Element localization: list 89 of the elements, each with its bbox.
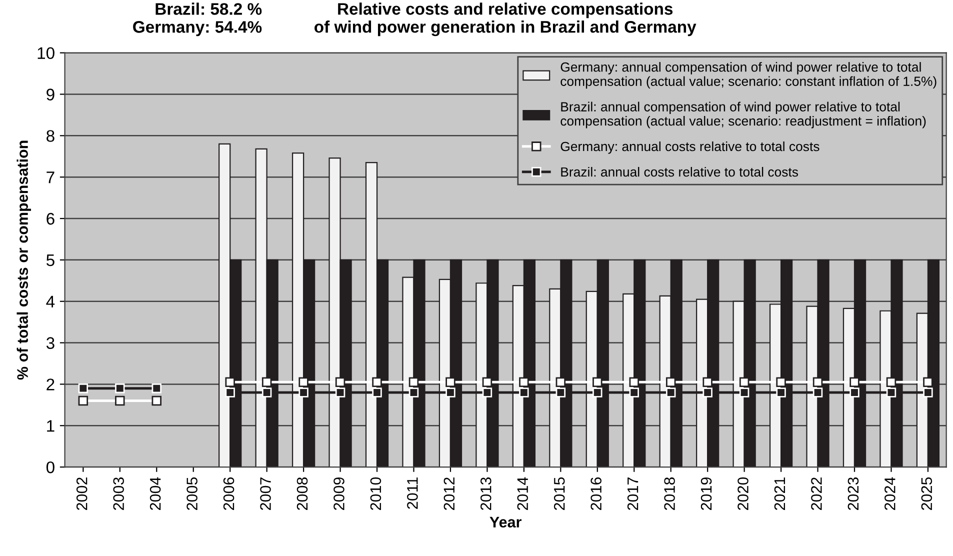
point [556, 388, 566, 398]
x-tick-label: 2022 [811, 478, 822, 510]
x-tick-label: 2011 [407, 478, 418, 509]
y-tick-label: 10 [38, 47, 54, 60]
point [629, 377, 639, 387]
x-axis-title: Year [490, 516, 522, 528]
y-tick-label: 3 [46, 337, 54, 349]
point [335, 377, 346, 387]
point [739, 388, 750, 398]
point [776, 388, 786, 398]
point [592, 377, 602, 387]
point [556, 377, 566, 387]
point [298, 377, 308, 387]
point [482, 377, 492, 387]
point [408, 388, 419, 398]
x-tick-label: 2007 [260, 478, 271, 510]
x-tick-label: 2009 [334, 477, 344, 510]
point [372, 388, 382, 398]
point [519, 377, 529, 387]
text: Brazil: 58.2 % Germany: 54.4% [133, 2, 262, 36]
point [225, 377, 235, 387]
y-tick-label: 4 [46, 296, 55, 308]
point [78, 396, 88, 406]
x-tick-label: 2004 [150, 477, 161, 510]
x-tick-label: 2024 [884, 477, 896, 510]
point [115, 383, 125, 394]
point [850, 388, 860, 398]
y-tick-label: 8 [46, 130, 54, 142]
y-tick-label: 0 [46, 461, 54, 474]
x-tick-label: 2013 [480, 477, 492, 510]
y-tick-label: 9 [46, 88, 54, 100]
point [850, 377, 860, 387]
point [446, 388, 456, 398]
chart-title: Relative costs and relative compensations of wind power generation in Brazil and Germany [314, 2, 696, 36]
point [372, 377, 382, 387]
legend-label: Germany: annual costs relative to total costs [560, 141, 820, 154]
x-tick-label: 2025 [921, 477, 932, 510]
point [225, 388, 235, 398]
x-tick-label: 2021 [774, 478, 786, 510]
point [262, 388, 272, 398]
point [739, 377, 750, 387]
point [812, 377, 823, 387]
x-tick-label: 2019 [700, 477, 712, 510]
x-tick-label: 2005 [186, 477, 198, 510]
point [702, 377, 712, 387]
x-tick-label: 2015 [554, 477, 565, 510]
y-axis-title: % of total costs or compensation [16, 140, 31, 380]
x-tick-label: 2020 [738, 477, 748, 510]
x-tick-label: 2010 [370, 477, 382, 510]
y-tick-label: 5 [46, 254, 54, 266]
point [666, 377, 676, 387]
point [666, 388, 676, 398]
point [923, 388, 933, 398]
point [78, 383, 88, 394]
x-tick-label: 2018 [664, 477, 675, 510]
x-tick-label: 2012 [444, 478, 455, 510]
point [886, 377, 896, 387]
x-tick-label: 2014 [517, 477, 528, 510]
point [519, 388, 529, 398]
point [812, 388, 823, 398]
point [115, 396, 125, 406]
point [482, 388, 492, 398]
y-tick-label: 1 [47, 420, 54, 432]
legend-label: Brazil: annual costs relative to total costs [561, 166, 798, 177]
point [886, 388, 896, 398]
point [776, 377, 786, 387]
x-tick-label: 2003 [113, 477, 124, 510]
y-tick-label: 7 [46, 172, 54, 184]
y-tick-label: 2 [46, 378, 54, 390]
legend-label: Brazil: annual compensation of wind power relative to total compensation (actual value; scenario: readjustment = inflation) [560, 102, 926, 128]
point [923, 377, 933, 387]
point [702, 388, 712, 398]
x-tick-label: 2017 [627, 478, 638, 510]
point [592, 388, 602, 398]
point [152, 383, 162, 394]
legend-label: Germany: annual compensation of wind power relative to total compensation (actual value; scenario: constant inflation of 1.5%) [560, 62, 936, 89]
point [262, 377, 272, 387]
point [152, 396, 162, 406]
x-tick-label: 2016 [590, 477, 602, 510]
y-tick-label: 6 [46, 212, 54, 225]
x-tick-label: 2002 [76, 478, 88, 510]
x-tick-label: 2008 [296, 477, 308, 510]
x-tick-label: 2023 [848, 477, 859, 510]
point [408, 377, 419, 387]
x-tick-label: 2006 [223, 477, 234, 510]
point [335, 388, 346, 398]
point [629, 388, 639, 398]
point [298, 388, 308, 398]
point [446, 377, 456, 387]
